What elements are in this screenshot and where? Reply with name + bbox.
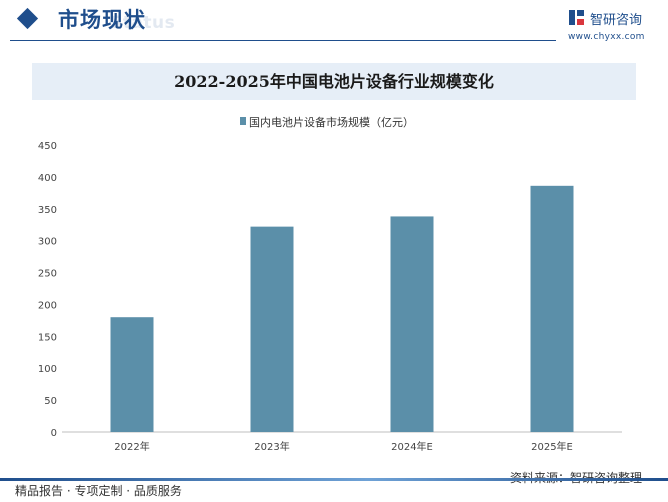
section-ghost-text: Status xyxy=(110,13,176,33)
section-title: 市场现状 xyxy=(58,8,146,32)
logo-icon xyxy=(569,10,584,25)
header-divider xyxy=(10,40,556,41)
y-tick-label: 50 xyxy=(44,396,57,407)
y-tick-label: 150 xyxy=(38,332,57,343)
legend-label: 国内电池片设备市场规模（亿元） xyxy=(249,116,414,129)
y-tick-label: 300 xyxy=(38,237,57,248)
logo-name: 智研咨询 xyxy=(590,13,643,28)
y-tick-label: 350 xyxy=(38,205,57,216)
y-tick-label: 0 xyxy=(51,428,57,439)
y-tick-label: 200 xyxy=(38,300,57,311)
bar-3 xyxy=(390,216,434,432)
x-tick-label: 2025年E xyxy=(531,440,573,453)
y-tick-label: 400 xyxy=(38,173,57,184)
footer-slogan: 精品报告 · 专项定制 · 品质服务 xyxy=(15,484,182,498)
x-tick-label: 2022年 xyxy=(114,440,149,453)
y-tick-label: 250 xyxy=(38,269,57,280)
logo-url: www.chyxx.com xyxy=(568,32,645,42)
y-tick-label: 450 xyxy=(38,141,57,152)
x-tick-label: 2024年E xyxy=(391,440,433,453)
bar-4 xyxy=(530,185,574,432)
bar-2 xyxy=(250,226,294,432)
chart-title: 2022-2025年中国电池片设备行业规模变化 xyxy=(174,72,494,91)
header: Status 市场现状 智研咨询 www.chyxx.com xyxy=(0,0,668,46)
legend-swatch xyxy=(240,117,246,125)
bar-1 xyxy=(110,317,154,432)
chart-title-band: 2022-2025年中国电池片设备行业规模变化 xyxy=(32,63,636,100)
y-tick-label: 100 xyxy=(38,364,57,375)
x-tick-label: 2023年 xyxy=(254,440,289,453)
footer-bar xyxy=(0,478,668,481)
